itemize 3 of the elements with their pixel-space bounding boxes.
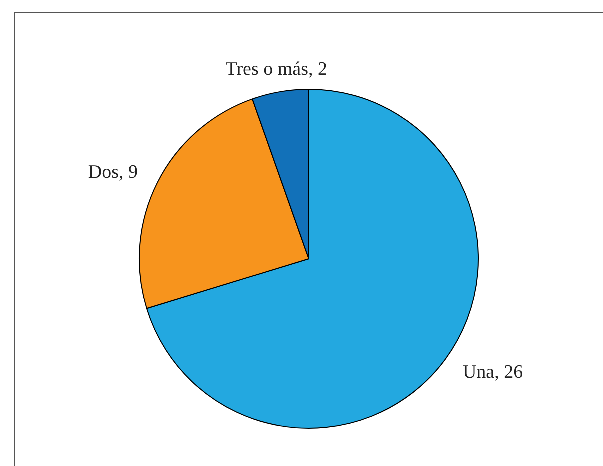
slice-label: Tres o más, 2 [226,59,328,80]
slice-label: Una, 26 [462,362,524,383]
slice-label: Dos, 9 [88,162,138,183]
